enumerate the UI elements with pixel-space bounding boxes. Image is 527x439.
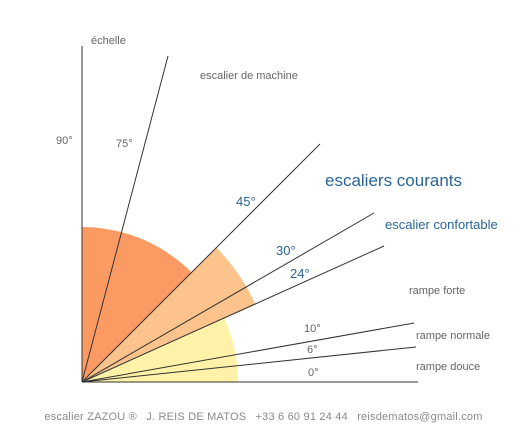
- label-rampe-douce: rampe douce: [416, 361, 480, 373]
- angle-label-0: 0°: [308, 367, 319, 379]
- ray-6: [81, 346, 417, 383]
- zone-steep: [82, 227, 192, 382]
- footer: escalier ZAZOU ® J. REIS DE MATOS +33 6 …: [0, 411, 527, 423]
- footer-author: J. REIS DE MATOS: [146, 411, 247, 423]
- footer-product: escalier ZAZOU ®: [44, 411, 137, 423]
- label-90deg: 90°: [56, 135, 73, 147]
- label-echelle: échelle: [91, 35, 126, 47]
- ray-30: [81, 212, 375, 383]
- angle-label-10: 10°: [304, 323, 321, 335]
- angle-label-6: 6°: [307, 344, 318, 356]
- label-rampe-normale: rampe normale: [416, 330, 490, 342]
- angle-label-24: 24°: [290, 266, 310, 281]
- label-escalier-confortable: escalier confortable: [385, 217, 498, 232]
- zone-gentle: [82, 318, 238, 382]
- footer-phone: +33 6 60 91 24 44: [255, 411, 348, 423]
- label-escaliers-courants: escaliers courants: [325, 171, 462, 190]
- footer-email: reisdematos@gmail.com: [357, 411, 483, 423]
- angle-label-75: 75°: [116, 138, 133, 150]
- label-rampe-forte: rampe forte: [409, 285, 465, 297]
- ray-24: [81, 245, 385, 383]
- ray-75: [81, 55, 169, 383]
- angle-label-30: 30°: [276, 243, 296, 258]
- ray-10: [81, 322, 415, 383]
- angle-label-45: 45°: [236, 194, 256, 209]
- ray-45: [81, 143, 321, 383]
- zone-current: [82, 247, 256, 382]
- label-escalier-de-machine: escalier de machine: [200, 70, 298, 82]
